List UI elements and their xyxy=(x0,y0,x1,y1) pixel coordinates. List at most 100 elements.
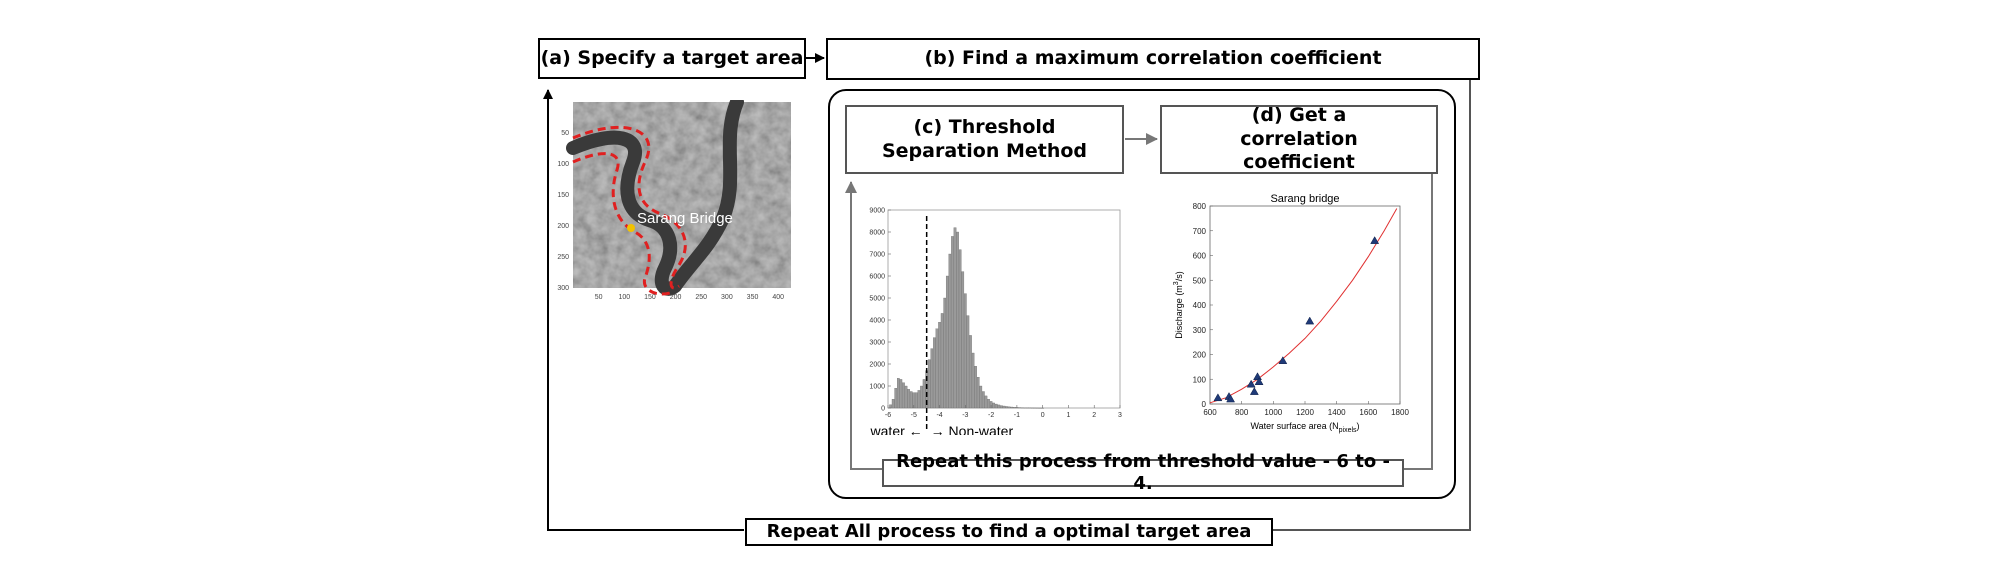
hist-bar xyxy=(1041,407,1044,409)
hist-x-tick: -6 xyxy=(885,412,891,419)
scatter-x-tick: 1200 xyxy=(1296,408,1314,417)
map-y-tick: 200 xyxy=(557,223,569,230)
ylabel-sup: 3 xyxy=(1173,281,1180,285)
hist-x-tick: -3 xyxy=(962,412,968,419)
repeat-inner-box: Repeat this process from threshold value… xyxy=(882,451,1404,494)
hist-bar xyxy=(891,399,895,409)
hist-x-tick: 2 xyxy=(1092,412,1096,419)
hist-bar xyxy=(1018,407,1021,409)
hist-bar xyxy=(1010,406,1014,409)
hist-bar xyxy=(889,404,892,409)
fit-curve xyxy=(1209,208,1398,404)
hist-bar xyxy=(1036,407,1039,409)
step-b-label: (b) Find a maximum correlation coefficie… xyxy=(924,47,1382,70)
data-point xyxy=(1213,393,1223,402)
scatter-y-tick: 400 xyxy=(1193,301,1207,310)
hist-x-tick: -5 xyxy=(911,412,917,419)
hist-y-tick: 5000 xyxy=(869,296,885,303)
hist-bar xyxy=(1025,407,1029,409)
hist-x-tick: 1 xyxy=(1066,412,1070,419)
scatter-y-tick: 200 xyxy=(1193,351,1207,360)
outer-loop-line xyxy=(1272,60,1471,531)
river-channel xyxy=(566,100,744,296)
hist-bar xyxy=(1007,406,1011,409)
hist-bar xyxy=(1031,407,1034,409)
step-c-box: (c) Threshold Separation Method xyxy=(845,105,1124,174)
hist-bar xyxy=(1000,405,1003,409)
hist-bar xyxy=(1023,407,1026,409)
target-area-map: Sarang Bridge 50 100 150 200 250 300 50 100 150… xyxy=(557,100,791,300)
hist-bar xyxy=(1033,407,1037,409)
hist-bar xyxy=(992,402,995,409)
repeat-inner-label: Repeat this process from threshold value… xyxy=(896,450,1390,495)
hist-bar xyxy=(935,328,939,409)
target-outline-outer xyxy=(572,125,687,290)
hist-bar xyxy=(1020,407,1024,409)
scatter-x-tick: 1600 xyxy=(1359,408,1377,417)
map-x-tick: 50 xyxy=(595,294,603,300)
hist-x-tick: 3 xyxy=(1118,412,1122,419)
hist-bar xyxy=(902,382,905,409)
hist-y-tick: 4000 xyxy=(869,318,885,325)
hist-bar xyxy=(1002,405,1006,409)
hist-bar xyxy=(1038,407,1042,409)
scatter-x-tick: 1800 xyxy=(1391,408,1409,417)
scatter-axes-box xyxy=(1209,205,1401,405)
xlabel-end: ) xyxy=(1357,421,1360,431)
step-d-box: (d) Get a correlation coefficient xyxy=(1160,103,1438,174)
scatter-y-tick: 100 xyxy=(1193,375,1207,384)
hist-bar xyxy=(956,231,959,409)
hist-bar xyxy=(964,293,967,409)
hist-x-tick: -4 xyxy=(936,412,942,419)
data-point xyxy=(1226,394,1236,403)
hist-bar xyxy=(976,377,980,409)
hist-bar xyxy=(920,385,923,409)
hist-bar xyxy=(917,390,921,409)
hist-bar xyxy=(974,366,977,409)
repeat-outer-label: Repeat All process to find a optimal tar… xyxy=(766,520,1252,542)
hist-y-tick: 2000 xyxy=(869,362,885,369)
data-point xyxy=(1246,379,1256,388)
hist-bar xyxy=(951,236,954,409)
hist-y-tick: 1000 xyxy=(869,384,885,391)
ylabel-end: /s) xyxy=(1174,271,1184,281)
scatter-x-tick: 800 xyxy=(1235,408,1249,417)
hist-bar xyxy=(953,227,957,409)
hist-bar xyxy=(1028,407,1032,409)
hist-bar xyxy=(994,403,998,409)
hist-bar xyxy=(948,253,952,409)
scatter-x-tick: 1400 xyxy=(1328,408,1346,417)
map-x-tick: 400 xyxy=(772,294,784,300)
hist-bar xyxy=(922,379,926,409)
hist-bar xyxy=(971,352,975,409)
map-y-tick: 300 xyxy=(557,285,569,292)
hist-axes-box xyxy=(887,209,1121,409)
scatter-y-label: Discharge (m3/s) xyxy=(1173,271,1184,338)
outer-loop-arrow xyxy=(543,89,744,531)
map-x-tick: 150 xyxy=(644,294,656,300)
ylabel-main: Discharge (m xyxy=(1174,285,1184,339)
hist-bar xyxy=(897,378,900,409)
hist-y-tick: 7000 xyxy=(869,252,885,259)
scatter-y-tick: 600 xyxy=(1193,252,1207,261)
hist-bar xyxy=(894,388,898,409)
scatter-chart: Sarang bridge 0 100 200 300 400 500 600 700 800 60… xyxy=(1173,193,1409,434)
data-point xyxy=(1278,356,1288,364)
map-x-tick: 200 xyxy=(670,294,682,300)
step-a-box: (a) Specify a target area xyxy=(538,38,806,79)
hist-bar xyxy=(904,385,908,409)
hist-bar xyxy=(982,391,985,409)
scatter-x-tick: 1000 xyxy=(1264,408,1282,417)
hist-x-tick: -2 xyxy=(988,412,994,419)
inner-loop-arrow xyxy=(845,181,882,470)
hist-bar xyxy=(927,359,931,409)
step-d-label: (d) Get a correlation coefficient xyxy=(1240,103,1358,174)
scatter-y-tick: 0 xyxy=(1202,400,1207,409)
repeat-outer-box: Repeat All process to find a optimal tar… xyxy=(745,518,1273,546)
xlabel-main: Water surface area (N xyxy=(1250,421,1338,431)
hist-x-tick: -1 xyxy=(1014,412,1020,419)
map-x-tick: 250 xyxy=(695,294,707,300)
hist-y-tick: 8000 xyxy=(869,230,885,237)
hist-bar xyxy=(915,392,918,409)
hist-bar xyxy=(907,389,910,409)
